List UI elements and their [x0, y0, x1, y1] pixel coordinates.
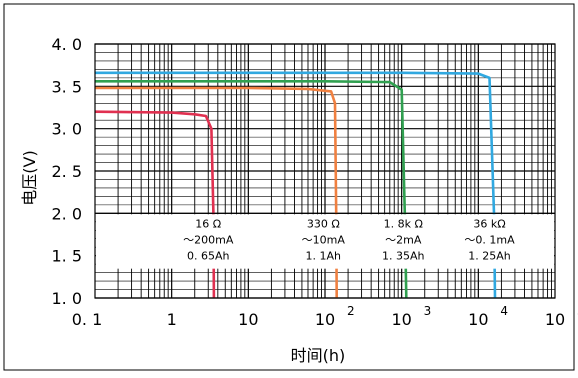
series-label-3-line-1: 1. 8k Ω: [384, 217, 423, 230]
y-tick-label: 2. 0: [51, 204, 82, 223]
series-label-2-line-1: 330 Ω: [307, 217, 340, 230]
series-label-3-line-2: ～2mA: [385, 233, 422, 246]
series-label-1-line-1: 16 Ω: [195, 217, 221, 230]
series-line-2: [95, 86, 338, 299]
series-line-3: [95, 80, 408, 299]
series-label-3-line-3: 1. 35Ah: [382, 249, 425, 262]
series-label-4-line-3: 1. 25Ah: [468, 249, 511, 262]
series-label-1-line-2: ～200mA: [183, 233, 234, 246]
series-label-2-line-2: ～10mA: [302, 233, 346, 246]
y-tick-labels: 1. 0 1. 5 2. 0 2. 5 3. 0 3. 5 4. 0: [51, 35, 82, 308]
series-label-2-line-3: 1. 1Ah: [306, 249, 342, 262]
series-lines: [94, 71, 497, 299]
y-tick-label: 1. 0: [51, 289, 82, 308]
x-axis-label: 时间(h): [291, 346, 346, 365]
x-tick-exponent: 4: [500, 304, 508, 318]
series-label-4-line-2: ～0. 1mA: [464, 233, 515, 246]
outer-frame: [3, 3, 575, 371]
label-band: [96, 214, 554, 269]
series-label-1-line-3: 0. 65Ah: [187, 249, 230, 262]
y-axis-label: 电压(V): [20, 150, 39, 205]
series-label-4-line-1: 36 kΩ: [473, 217, 505, 230]
y-tick-label: 3. 0: [51, 120, 82, 139]
x-tick-label: 10: [315, 310, 335, 329]
series-line-4: [95, 71, 497, 299]
x-tick-label: 0. 1: [72, 310, 103, 329]
y-tick-label: 2. 5: [51, 162, 82, 181]
plot-border: [94, 43, 556, 299]
series-labels: 16 Ω ～200mA 0. 65Ah 330 Ω ～10mA 1. 1Ah 1. 8k Ω…: [183, 217, 515, 262]
y-tick-label: 3. 5: [51, 77, 82, 96]
x-tick-label: 10: [238, 310, 258, 329]
x-tick-label: 10: [391, 310, 411, 329]
x-tick-exponent: 2: [347, 304, 355, 318]
y-tick-label: 4. 0: [51, 35, 82, 54]
x-tick-label: 10: [468, 310, 488, 329]
y-tick-label: 1. 5: [51, 247, 82, 266]
x-tick-label: 1: [167, 310, 177, 329]
x-tick-exponent: 3: [424, 304, 432, 318]
x-tick-label: 10: [545, 310, 565, 329]
